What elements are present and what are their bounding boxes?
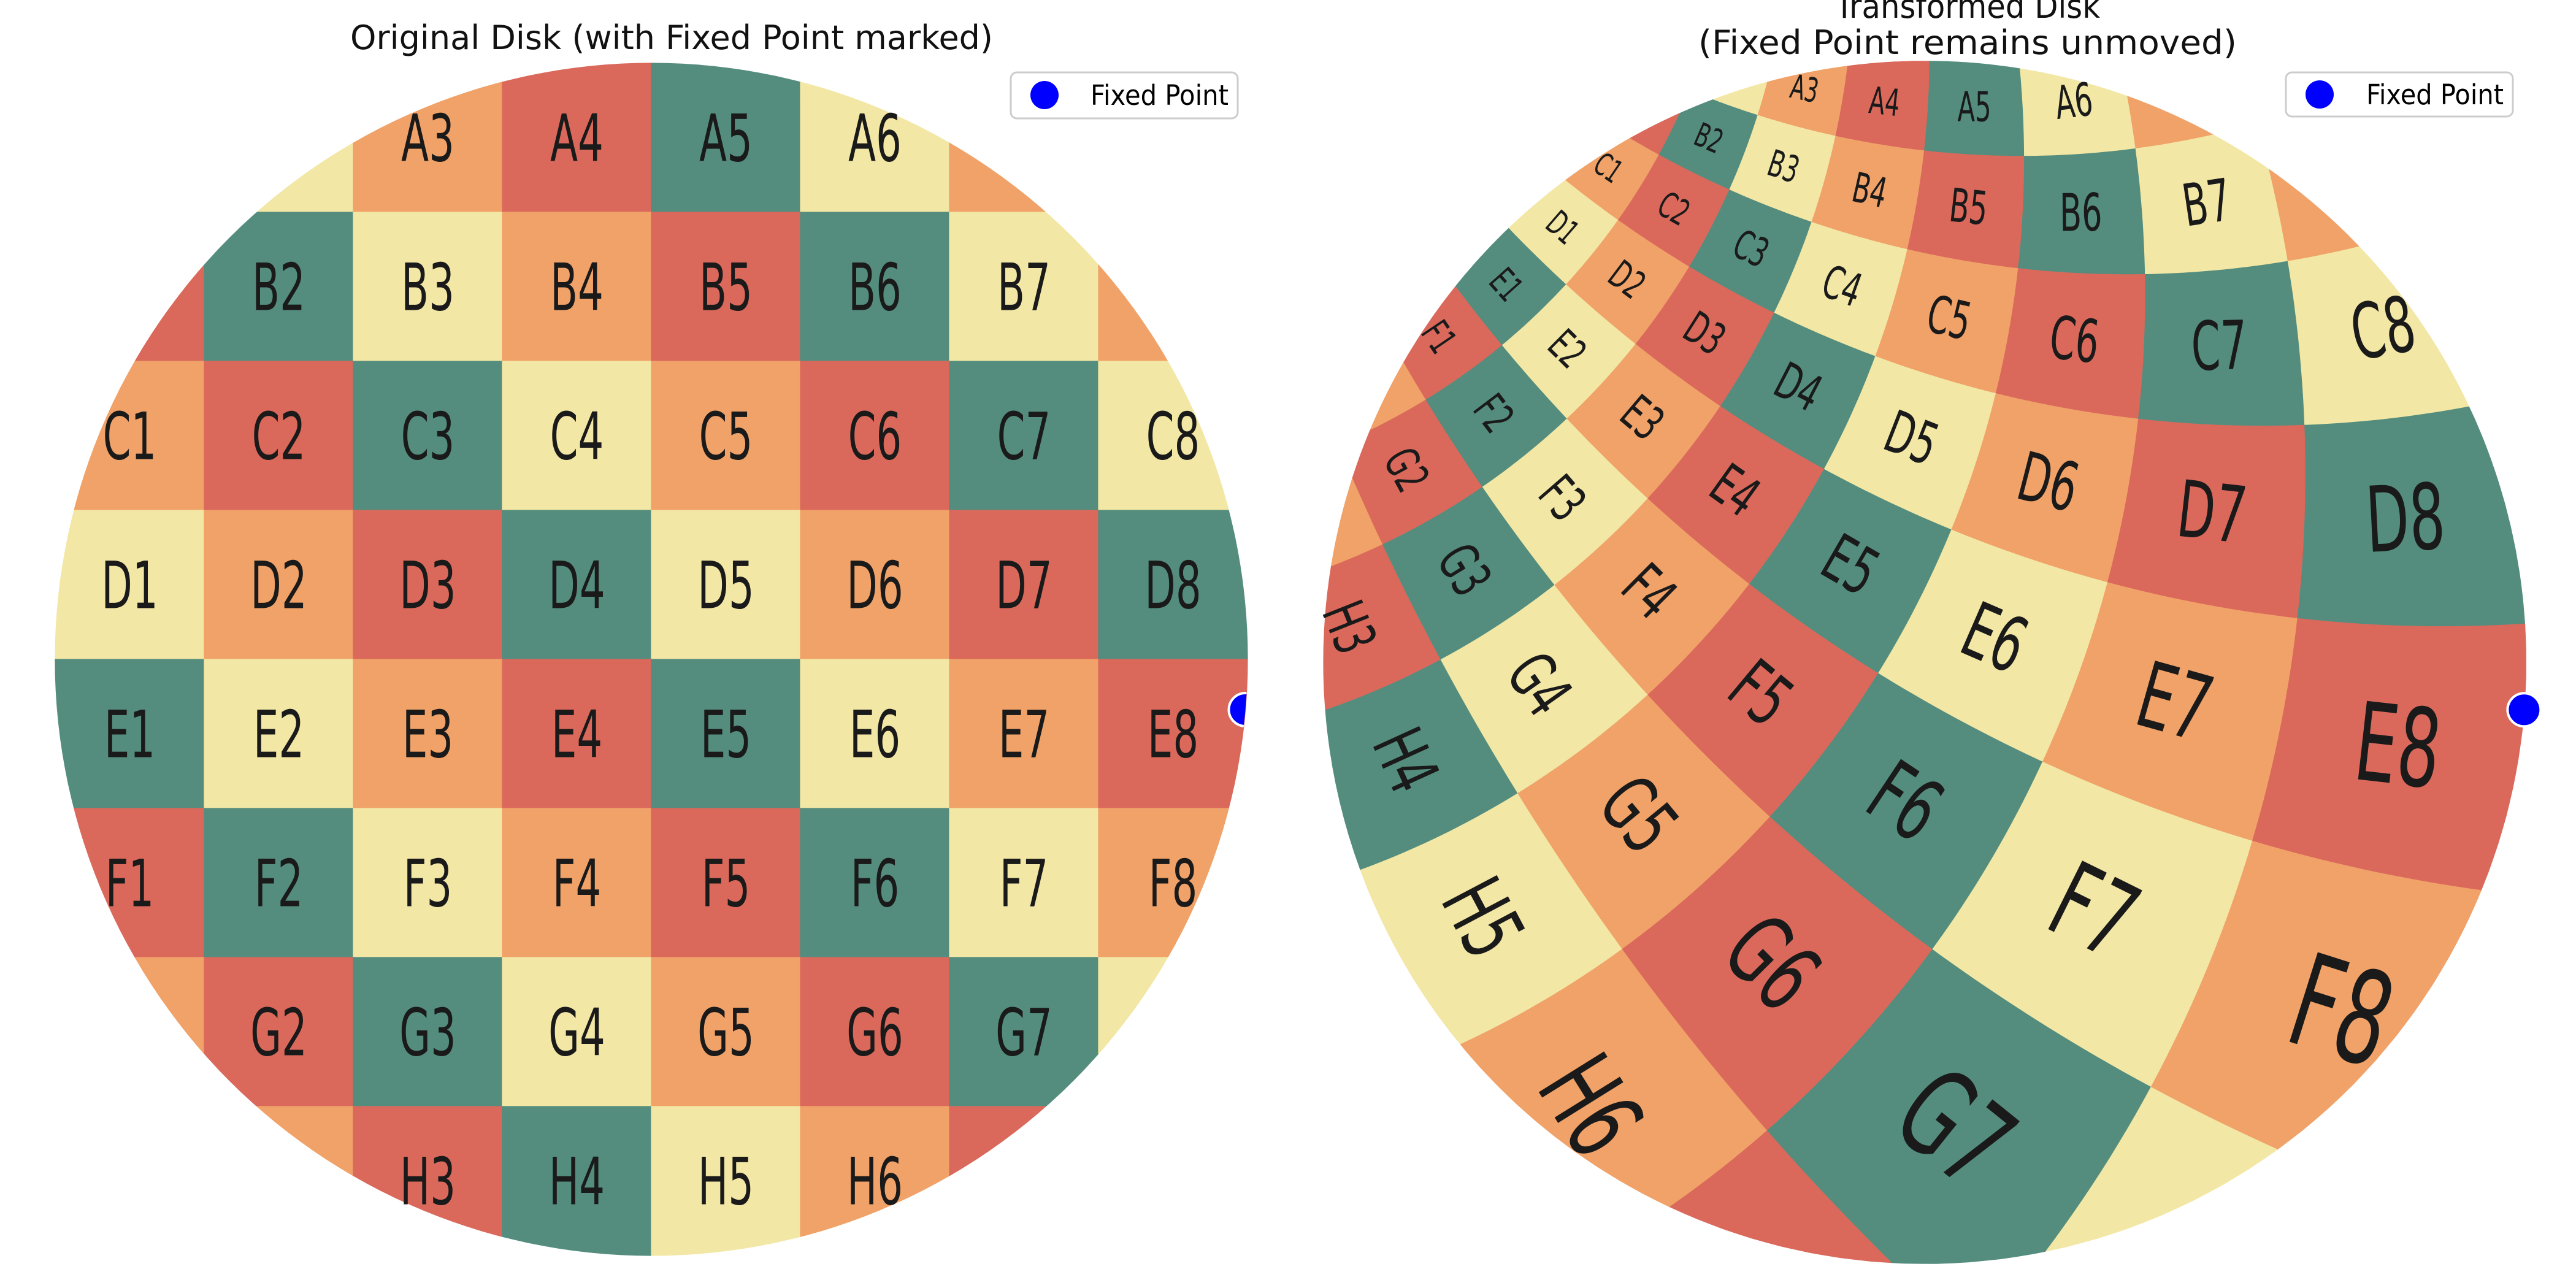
cell-label-B5: B5: [699, 250, 753, 326]
cell-label-F7: F7: [1000, 846, 1049, 922]
disk-cell-G7: [949, 957, 1099, 1107]
cell-label-E2: E2: [253, 697, 304, 773]
cell-label-C2: C2: [252, 399, 306, 475]
transformed-cell-G7: [1766, 949, 2152, 1264]
cell-label-B6: B6: [848, 250, 902, 326]
transformed-cell-label-D7: D7: [2173, 464, 2251, 562]
cell-label-B2: B2: [252, 250, 305, 326]
legend-label: Fixed Point: [1091, 79, 1229, 112]
transformed-cell-G8: [2045, 1086, 2279, 1252]
left-panel-title: Original Disk (with Fixed Point marked): [350, 18, 993, 57]
left-legend: Fixed Point: [1010, 71, 1239, 120]
cell-label-D7: D7: [995, 548, 1052, 624]
transformed-cell-label-B6: B6: [2060, 183, 2103, 243]
disk-cell-H5: [651, 1106, 801, 1256]
cell-label-E3: E3: [402, 697, 453, 773]
cell-label-G2: G2: [250, 995, 307, 1071]
cell-label-D8: D8: [1144, 548, 1201, 624]
cell-label-H3: H3: [400, 1144, 456, 1220]
cell-label-C3: C3: [401, 399, 455, 475]
cell-label-F1: F1: [105, 846, 155, 922]
cell-label-B7: B7: [997, 250, 1051, 326]
right-panel-title-line1: Transformed Disk: [1834, 0, 2101, 26]
legend-box: [2285, 71, 2514, 118]
cell-label-C8: C8: [1146, 399, 1200, 475]
transformed-cell-label-A6: A6: [2052, 72, 2096, 130]
cell-label-H5: H5: [698, 1144, 754, 1220]
transformed-disk: [1323, 61, 2527, 1264]
cell-label-G3: G3: [399, 995, 456, 1071]
cell-label-D5: D5: [697, 548, 754, 624]
legend-label: Fixed Point: [2366, 79, 2504, 111]
cell-label-A4: A4: [550, 101, 604, 177]
cell-label-B4: B4: [550, 250, 604, 326]
cell-label-C4: C4: [550, 399, 604, 475]
fixed-point-marker-transformed: [2506, 692, 2542, 728]
cell-label-E6: E6: [849, 697, 900, 773]
cell-label-E4: E4: [551, 697, 602, 773]
cell-label-C5: C5: [699, 399, 753, 475]
cell-label-G5: G5: [697, 995, 754, 1071]
cell-label-F5: F5: [702, 846, 751, 922]
transformed-cell-H5: [1360, 793, 1623, 1045]
original-disk: [55, 63, 1248, 1256]
transformed-cell-label-D8: D8: [2363, 465, 2448, 574]
fixed-point-legend-marker: [2306, 80, 2334, 109]
transformed-cell-E8: [2252, 618, 2527, 891]
cell-label-A6: A6: [848, 101, 902, 177]
legend-box: [1010, 71, 1239, 120]
cell-label-D4: D4: [548, 548, 605, 624]
transformed-cell-label-A5: A5: [1957, 83, 1991, 131]
disk-cell-F8: [1098, 808, 1229, 958]
cell-label-F3: F3: [404, 846, 453, 922]
disk-cell-H7: [949, 1106, 1047, 1176]
disk-cell-G8: [1098, 957, 1168, 1055]
cell-label-C1: C1: [103, 399, 157, 475]
cell-label-F8: F8: [1149, 846, 1198, 922]
fixed-point-legend-marker: [1030, 81, 1059, 109]
cell-label-G6: G6: [846, 995, 903, 1071]
cell-label-D3: D3: [399, 548, 456, 624]
cell-label-B3: B3: [401, 250, 454, 326]
cell-label-E1: E1: [104, 697, 155, 773]
cell-label-G7: G7: [995, 995, 1052, 1071]
cell-label-H6: H6: [847, 1144, 903, 1220]
cell-label-D2: D2: [250, 548, 307, 624]
transformed-cell-F8: [2150, 840, 2482, 1150]
disk-cell-H6: [800, 1106, 950, 1237]
cell-label-E8: E8: [1148, 697, 1198, 773]
transformed-cell-label-B5: B5: [1947, 178, 1990, 236]
cell-label-C7: C7: [997, 399, 1051, 475]
cell-label-F2: F2: [255, 846, 304, 922]
transformed-cell-H6: [1460, 949, 1768, 1208]
cell-label-A3: A3: [401, 101, 454, 177]
cell-label-G4: G4: [548, 995, 605, 1071]
cell-label-D6: D6: [846, 548, 903, 624]
transformed-cell-label-C6: C6: [2046, 302, 2103, 377]
cell-label-E5: E5: [700, 697, 751, 773]
cell-label-H4: H4: [549, 1144, 605, 1220]
right-legend: Fixed Point: [2285, 71, 2514, 118]
cell-label-A5: A5: [699, 101, 753, 177]
right-panel-title-line2: (Fixed Point remains unmoved): [1698, 23, 2237, 62]
transformed-cell-label-A4: A4: [1867, 79, 1902, 125]
disk-cell-E8: [1098, 659, 1248, 809]
transformed-cell-label-C7: C7: [2190, 306, 2248, 386]
cell-label-F4: F4: [553, 846, 602, 922]
transformed-cell-label-E8: E8: [2348, 679, 2447, 814]
cell-label-D1: D1: [101, 548, 158, 624]
transformed-cell-label-B7: B7: [2178, 166, 2235, 240]
transformed-cell-H7: [1669, 1130, 1892, 1263]
cell-label-E7: E7: [999, 697, 1049, 773]
cell-label-F6: F6: [851, 846, 900, 922]
cell-label-C6: C6: [848, 399, 902, 475]
